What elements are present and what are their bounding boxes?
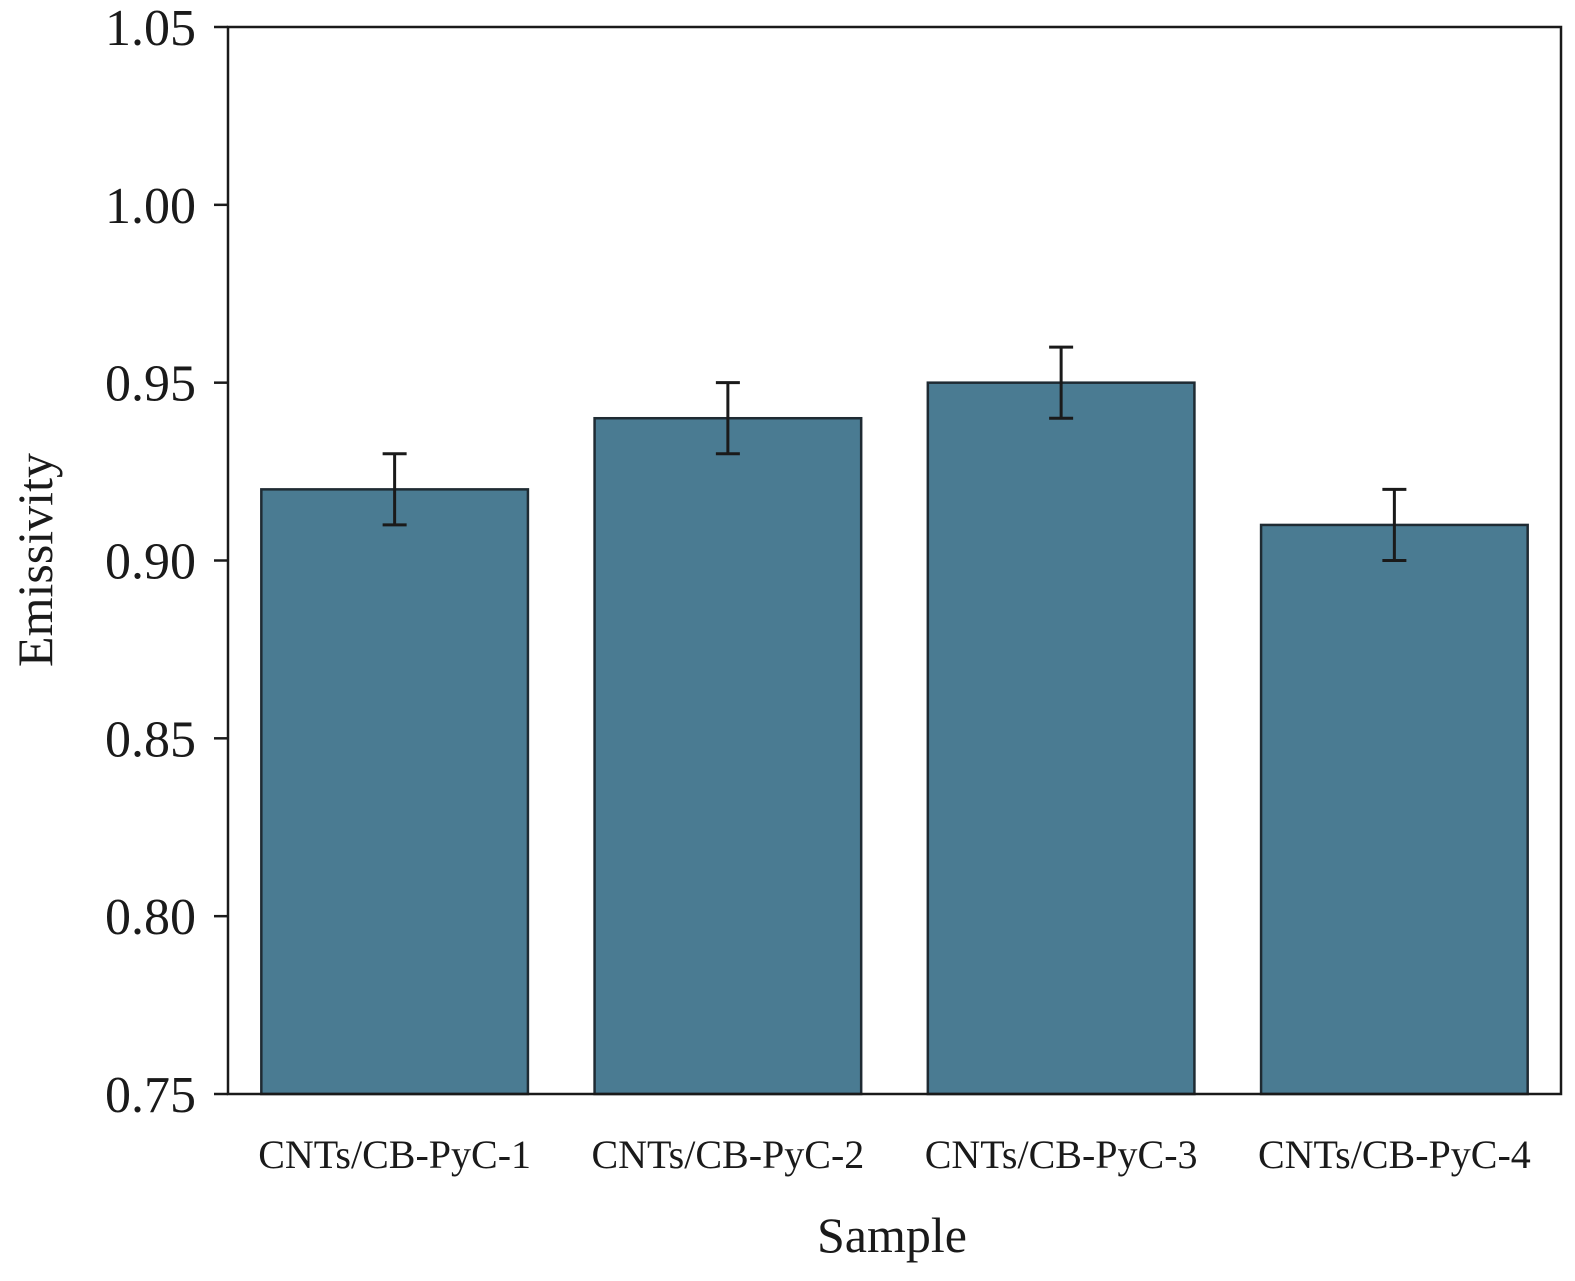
y-tick-label: 0.95 bbox=[105, 356, 196, 413]
x-tick-label: CNTs/CB-PyC-3 bbox=[925, 1132, 1198, 1177]
error-bars-layer bbox=[382, 345, 1407, 562]
y-tick-label: 0.80 bbox=[105, 889, 196, 946]
y-tick-label: 1.05 bbox=[105, 0, 196, 57]
bar-2 bbox=[593, 416, 863, 1096]
error-bar-3 bbox=[1049, 345, 1074, 420]
y-tick-label: 0.75 bbox=[105, 1067, 196, 1124]
y-tick-label: 0.90 bbox=[105, 534, 196, 591]
bar-1 bbox=[260, 488, 530, 1096]
y-tick-label: 1.00 bbox=[105, 178, 196, 235]
x-tick-label: CNTs/CB-PyC-2 bbox=[591, 1132, 864, 1177]
x-axis-label: Sample bbox=[817, 1207, 967, 1263]
bars-layer bbox=[260, 381, 1529, 1096]
y-axis-ticks: 0.75 0.80 0.85 0.90 0.95 1.00 1.05 bbox=[105, 0, 228, 1124]
x-tick-label: CNTs/CB-PyC-4 bbox=[1258, 1132, 1531, 1177]
x-tick-label: CNTs/CB-PyC-1 bbox=[258, 1132, 531, 1177]
bar-3 bbox=[926, 381, 1196, 1096]
error-bar-1 bbox=[382, 452, 407, 527]
error-bar-2 bbox=[715, 381, 740, 456]
y-axis-label: Emissivity bbox=[7, 453, 63, 667]
x-axis-ticks: CNTs/CB-PyC-1 CNTs/CB-PyC-2 CNTs/CB-PyC-3 C… bbox=[258, 1132, 1531, 1177]
y-tick-label: 0.85 bbox=[105, 711, 196, 768]
bar-4 bbox=[1259, 523, 1529, 1096]
error-bar-4 bbox=[1382, 487, 1407, 562]
